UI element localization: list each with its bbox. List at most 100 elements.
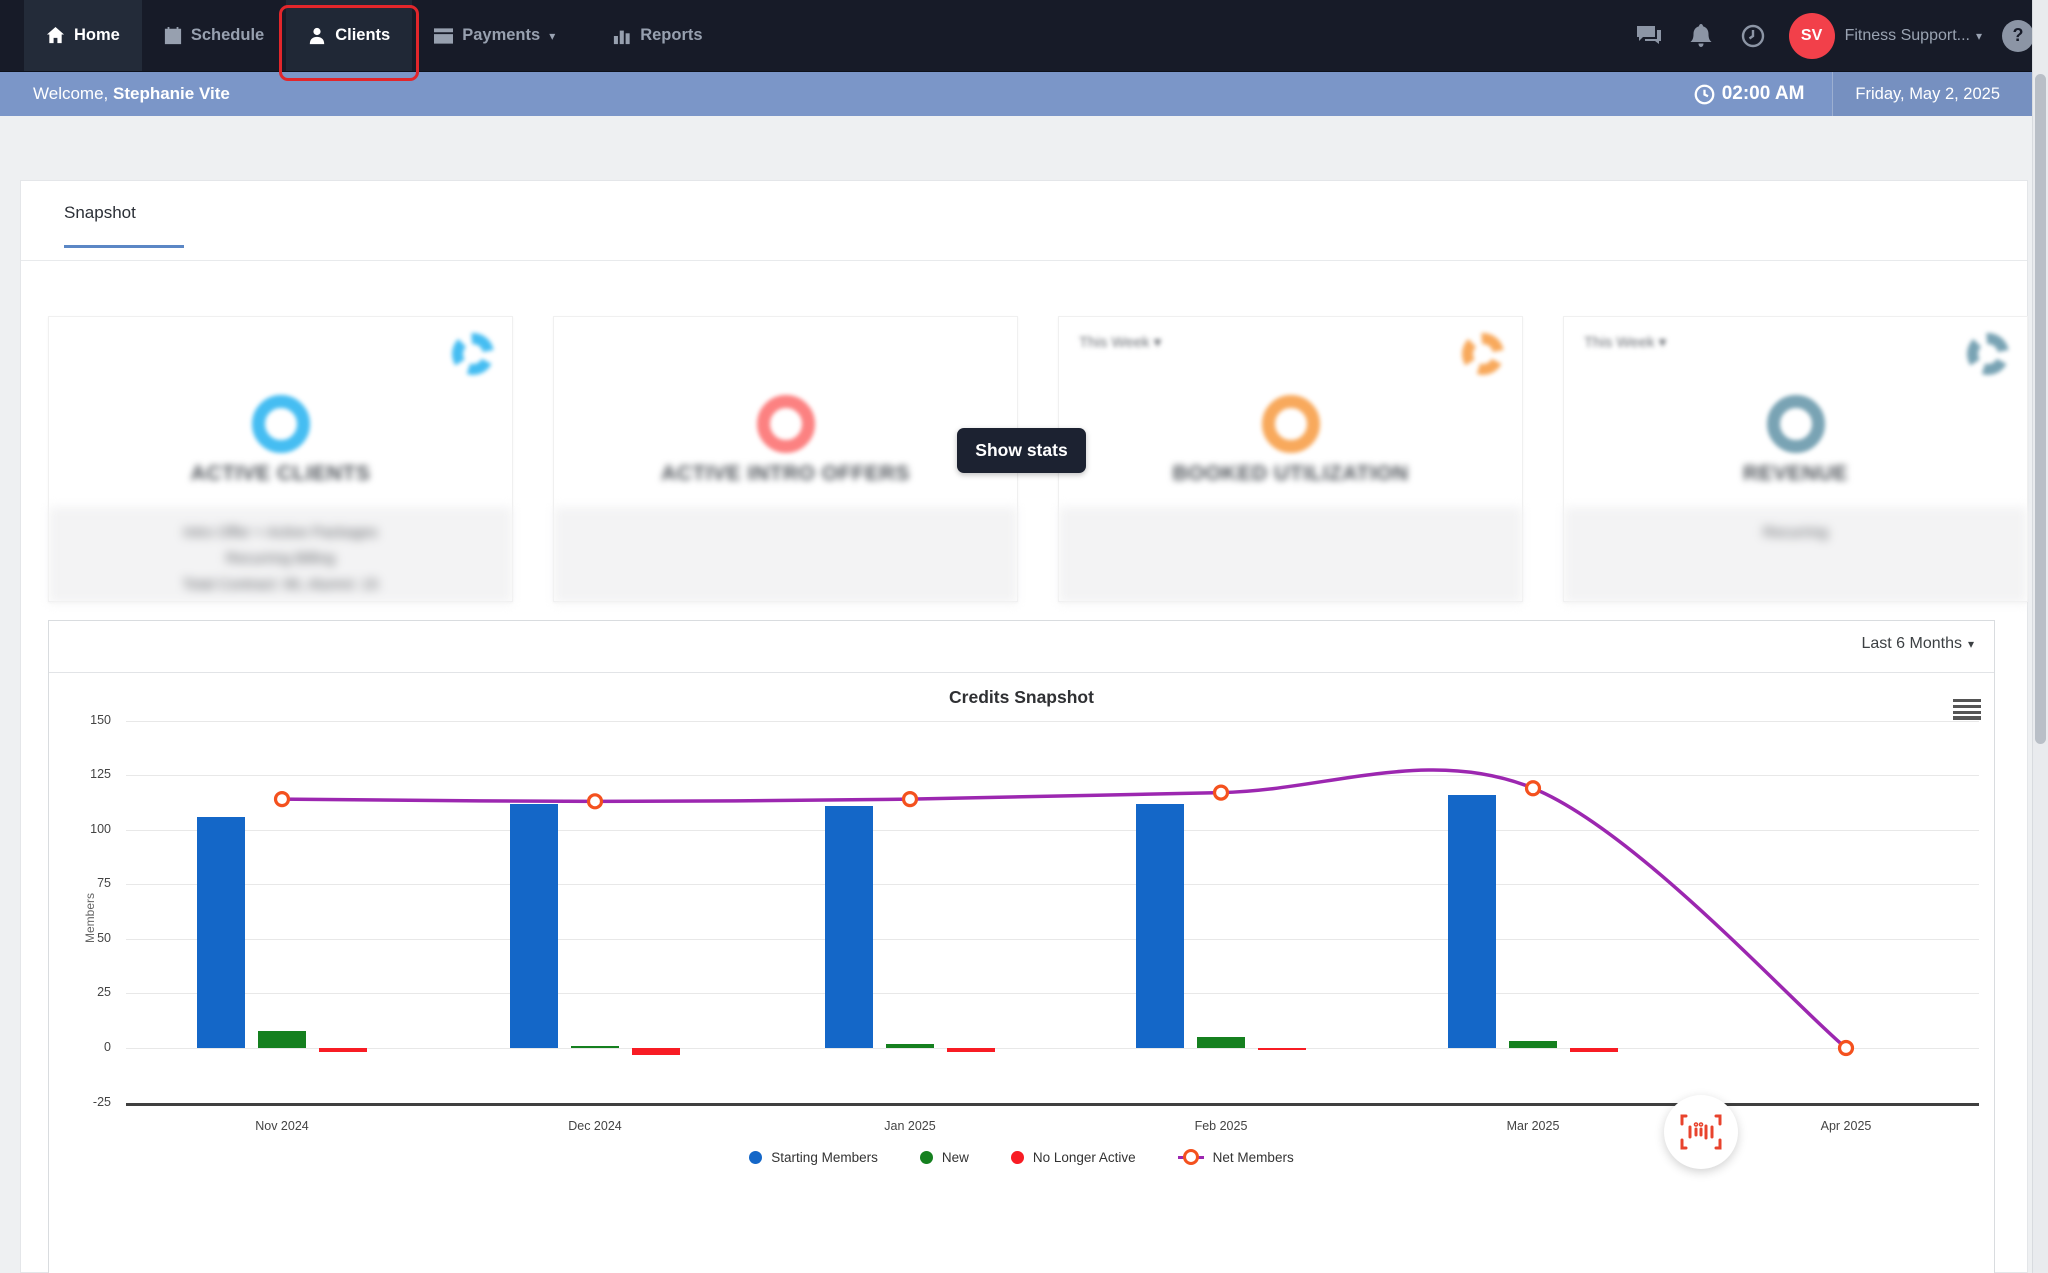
nav-item-payments[interactable]: Payments ▾ bbox=[412, 0, 591, 71]
donut-stat-icon bbox=[1261, 395, 1320, 453]
bar-starting-members bbox=[1136, 803, 1184, 1048]
chart-menu-button[interactable] bbox=[1953, 699, 1981, 722]
vertical-scrollbar[interactable] bbox=[2032, 0, 2048, 1273]
nav-item-clients[interactable]: Clients bbox=[279, 0, 420, 81]
nav-item-label: Home bbox=[74, 26, 120, 44]
welcome-bar: Welcome, Stephanie Vite 02:00 AM Friday,… bbox=[0, 72, 2048, 116]
bar-new bbox=[1197, 1037, 1245, 1048]
date-range-dropdown[interactable]: Last 6 Months ▾ bbox=[1861, 635, 1974, 653]
bar-chart-icon bbox=[614, 30, 630, 44]
top-navbar: Home Schedule Clients Payments ▾ Reports bbox=[0, 0, 2048, 81]
legend-item-new[interactable]: New bbox=[919, 1150, 969, 1165]
account-chevron-down-icon[interactable]: ▾ bbox=[1975, 28, 1982, 43]
time-value: 02:00 AM bbox=[1721, 83, 1805, 104]
legend-dot-icon bbox=[749, 1150, 763, 1164]
credit-card-icon bbox=[434, 27, 454, 44]
gridline-y50 bbox=[126, 938, 1979, 940]
bar-no-longer-active bbox=[1570, 1048, 1618, 1053]
nav-item-home[interactable]: Home bbox=[24, 0, 142, 71]
gear-icon[interactable] bbox=[1967, 333, 2009, 375]
legend-label: No Longer Active bbox=[1032, 1149, 1136, 1165]
clock-icon bbox=[1741, 24, 1764, 47]
gear-icon[interactable] bbox=[1462, 333, 1504, 375]
clock-icon bbox=[1694, 84, 1715, 104]
stat-card-body: ACTIVE INTRO OFFERS bbox=[554, 317, 1017, 507]
burger-bar bbox=[1953, 699, 1981, 703]
stat-card-title: BOOKED UTILIZATION bbox=[1172, 462, 1409, 485]
gridline-y100 bbox=[126, 829, 1979, 831]
avatar[interactable]: SV bbox=[1788, 12, 1835, 59]
legend-item-starting-members[interactable]: Starting Members bbox=[749, 1150, 878, 1165]
stat-card-revenue: This Week ▾ REVENUE Recurring bbox=[1563, 316, 2028, 603]
stat-card-title: ACTIVE CLIENTS bbox=[190, 462, 371, 485]
legend-item-net-members[interactable]: Net Members bbox=[1177, 1149, 1294, 1165]
card-period-dropdown[interactable]: This Week ▾ bbox=[1079, 334, 1162, 351]
tabs-divider bbox=[21, 260, 2027, 261]
bar-no-longer-active bbox=[632, 1048, 680, 1055]
net-members-marker bbox=[901, 791, 919, 808]
gear-icon[interactable] bbox=[452, 333, 494, 375]
stat-card-footer-line: Intro Offer + Active Packages bbox=[183, 524, 378, 541]
card-period-dropdown[interactable]: This Week ▾ bbox=[1584, 334, 1667, 351]
loading-badge bbox=[1664, 1095, 1738, 1169]
tab-snapshot[interactable]: Snapshot bbox=[64, 203, 136, 222]
burger-bar bbox=[1953, 704, 1981, 709]
burger-bar bbox=[1953, 710, 1981, 714]
legend-net-marker-icon bbox=[1177, 1149, 1204, 1165]
nav-item-label: Clients bbox=[335, 26, 391, 44]
help-button[interactable]: ? bbox=[2002, 19, 2034, 52]
nav-items: Home Schedule Clients Payments ▾ Reports bbox=[0, 0, 725, 81]
donut-stat-icon bbox=[251, 395, 310, 453]
gridline-y25 bbox=[126, 993, 1979, 995]
y-tick-label: 50 bbox=[97, 930, 111, 945]
donut-stat-icon bbox=[1766, 395, 1825, 453]
bar-starting-members bbox=[1448, 794, 1496, 1048]
nav-item-label: Payments bbox=[462, 26, 541, 44]
net-members-marker bbox=[586, 793, 604, 810]
scrollbar-thumb[interactable] bbox=[2035, 74, 2046, 744]
nav-item-label: Schedule bbox=[190, 26, 265, 44]
y-tick-label: 125 bbox=[90, 767, 111, 782]
legend-dot-icon bbox=[919, 1150, 933, 1164]
bar-starting-members bbox=[510, 803, 558, 1048]
net-members-marker bbox=[1524, 780, 1542, 797]
calendar-icon bbox=[164, 26, 181, 44]
stat-card-body: This Week ▾ BOOKED UTILIZATION bbox=[1059, 317, 1522, 507]
nav-item-schedule[interactable]: Schedule bbox=[142, 0, 286, 71]
stat-card-body: This Week ▾ REVENUE bbox=[1564, 317, 2027, 507]
show-stats-button[interactable]: Show stats bbox=[957, 428, 1086, 473]
messages-button[interactable] bbox=[1623, 25, 1675, 47]
chat-icon bbox=[1636, 25, 1661, 44]
stat-card-active-clients: ACTIVE CLIENTS Intro Offer + Active Packa… bbox=[48, 316, 513, 603]
bar-new bbox=[258, 1030, 306, 1048]
bar-new bbox=[571, 1045, 619, 1048]
person-icon bbox=[310, 27, 325, 44]
bar-no-longer-active bbox=[947, 1048, 995, 1053]
net-members-marker bbox=[273, 791, 291, 808]
x-axis-label: Mar 2025 bbox=[1506, 1119, 1560, 1133]
nav-item-reports[interactable]: Reports bbox=[591, 0, 724, 71]
net-members-marker bbox=[1212, 784, 1230, 801]
bar-new bbox=[1509, 1041, 1557, 1048]
notifications-button[interactable] bbox=[1675, 23, 1727, 48]
legend-net-ring bbox=[1182, 1149, 1199, 1165]
legend-dot-icon bbox=[1010, 1150, 1024, 1164]
net-members-line bbox=[273, 768, 1855, 1057]
stat-card-footer-line: Total Contract: 96, Alumni: 15 bbox=[182, 576, 379, 593]
x-axis-label: Apr 2025 bbox=[1820, 1119, 1872, 1133]
stat-card-footer-line: Recurring Billing bbox=[225, 550, 336, 567]
legend-item-no-longer-active[interactable]: No Longer Active bbox=[1010, 1149, 1136, 1165]
chevron-down-icon: ▾ bbox=[1967, 637, 1974, 651]
burger-bar bbox=[1953, 716, 1981, 720]
account-menu-label[interactable]: Fitness Support... bbox=[1844, 26, 1970, 44]
welcome-datetime: 02:00 AM Friday, May 2, 2025 bbox=[1694, 72, 2048, 116]
tab-active-underline bbox=[64, 245, 184, 248]
history-button[interactable] bbox=[1727, 24, 1779, 48]
bar-new bbox=[886, 1043, 934, 1048]
gridline-y125 bbox=[126, 775, 1979, 777]
gridline-y0 bbox=[126, 1048, 1979, 1049]
legend-label: Starting Members bbox=[771, 1149, 878, 1165]
y-tick-label: 100 bbox=[90, 821, 111, 836]
y-tick-label: 150 bbox=[90, 712, 111, 727]
